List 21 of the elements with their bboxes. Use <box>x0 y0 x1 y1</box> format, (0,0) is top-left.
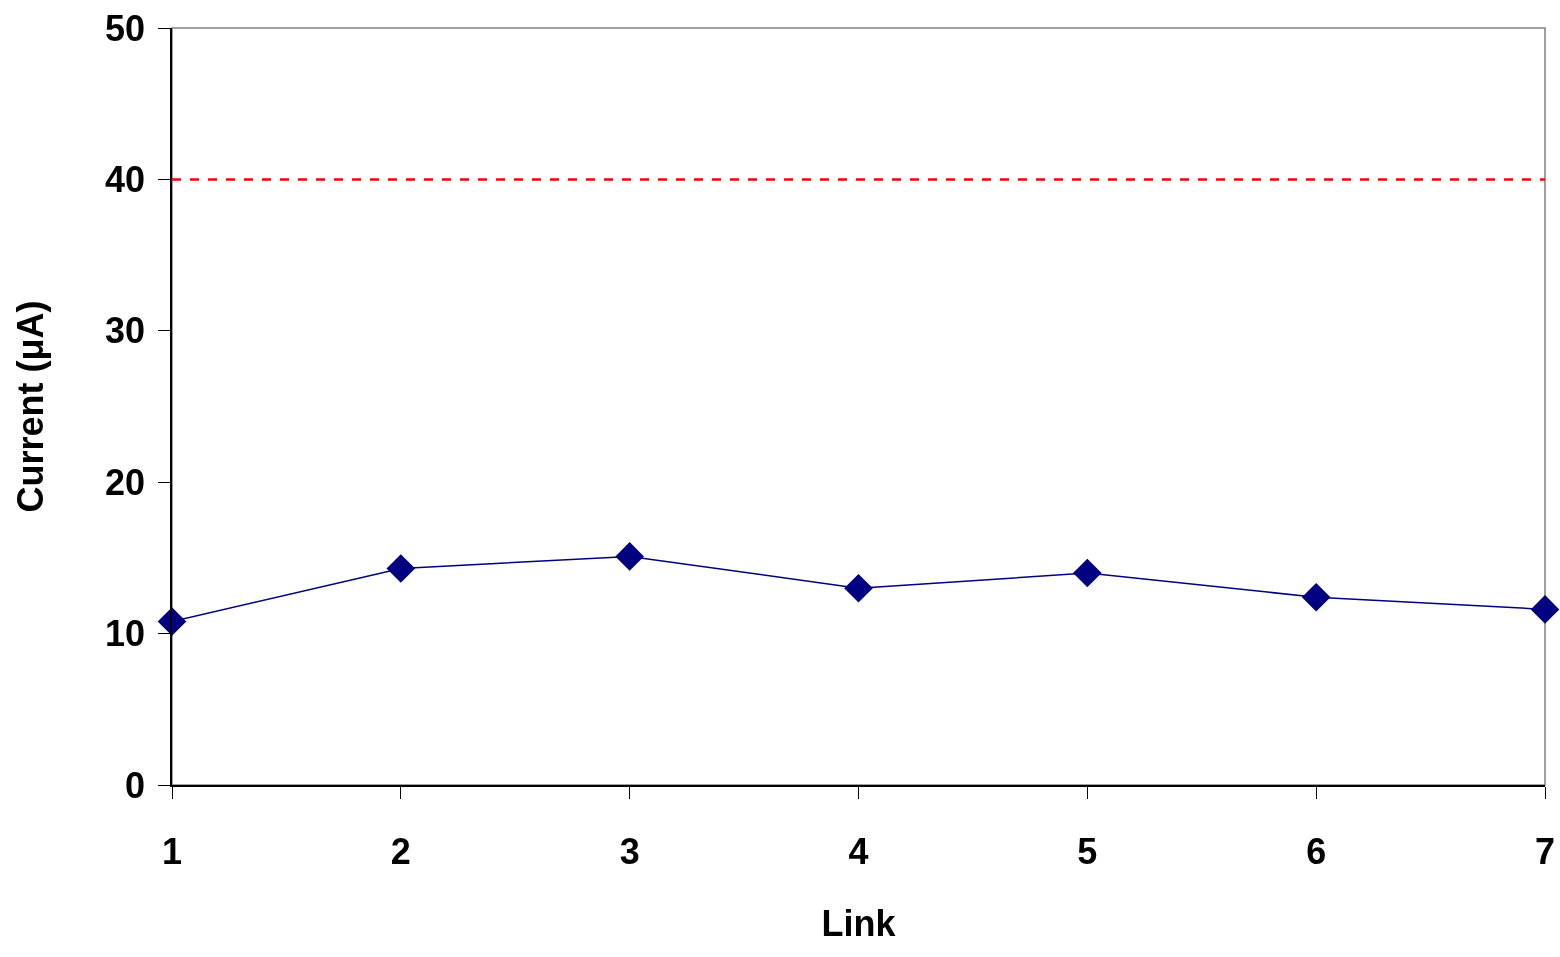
y-tick-label: 20 <box>105 461 146 503</box>
x-tick-label: 1 <box>161 830 183 872</box>
point <box>844 573 873 603</box>
x-tick-label: 2 <box>390 830 411 872</box>
point <box>386 554 416 583</box>
point <box>615 542 644 571</box>
y-tick-label: 0 <box>125 764 146 806</box>
x-tick-label: 3 <box>619 830 640 872</box>
x-tick-label: 7 <box>1534 830 1556 872</box>
y-tick-label: 50 <box>105 7 146 49</box>
point <box>1073 558 1102 588</box>
point <box>1301 582 1331 612</box>
x-tick-label: 6 <box>1306 830 1327 872</box>
x-axis-title: Link <box>821 903 897 945</box>
y-axis-title: Current (μA) <box>10 300 52 513</box>
point <box>1530 595 1560 624</box>
y-tick-label: 40 <box>105 159 146 200</box>
y-tick-label: 30 <box>105 310 146 352</box>
x-tick-label: 5 <box>1077 830 1098 872</box>
y-tick-label: 10 <box>105 613 146 655</box>
x-tick-label: 4 <box>848 830 869 872</box>
